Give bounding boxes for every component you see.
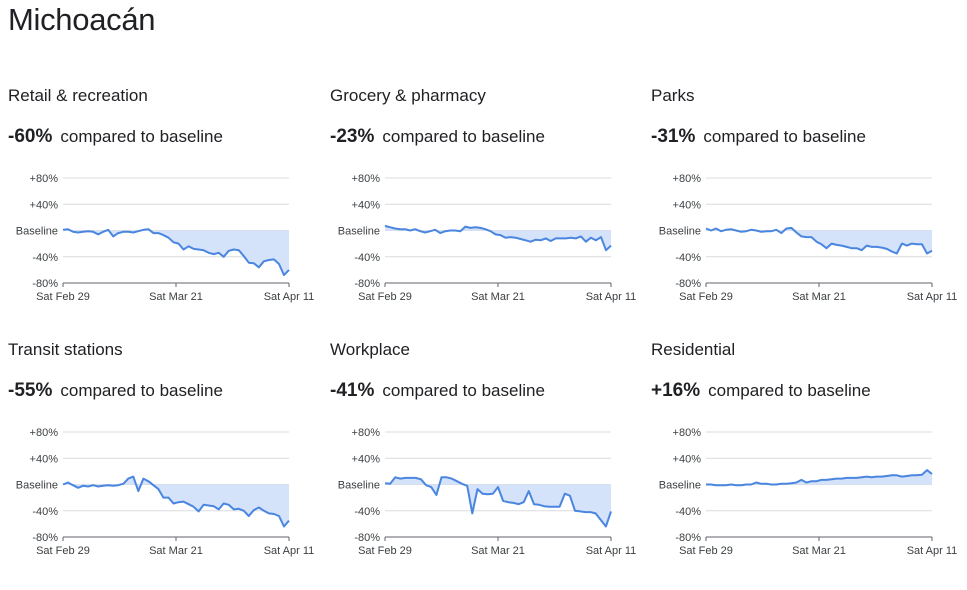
- headline: -60% compared to baseline: [8, 126, 223, 148]
- y-tick-label: -80%: [354, 278, 380, 290]
- percent-change: -31%: [651, 126, 696, 147]
- y-tick-label: +40%: [30, 453, 59, 465]
- y-tick-label: Baseline: [659, 226, 701, 238]
- percent-change: -60%: [8, 126, 53, 147]
- trend-chart: +80% +40% Baseline -40% -80%Sat Feb 29 Sat Ma…: [338, 173, 636, 303]
- percent-change: +16%: [651, 380, 701, 401]
- category-title: Parks: [651, 86, 695, 105]
- compared-label: compared to baseline: [703, 127, 866, 146]
- y-tick-label: -80%: [32, 278, 58, 290]
- category-title: Transit stations: [8, 340, 123, 359]
- y-tick-label: +80%: [673, 427, 702, 439]
- category-title: Grocery & pharmacy: [330, 86, 486, 105]
- y-tick-label: +80%: [30, 427, 59, 439]
- mobility-panel: Parks -31% compared to baseline +80% +40% Bas…: [651, 86, 967, 336]
- y-tick-label: -40%: [32, 506, 58, 518]
- compared-label: compared to baseline: [708, 381, 871, 400]
- y-tick-label: -40%: [32, 252, 58, 264]
- y-tick-label: +40%: [30, 199, 59, 211]
- headline: -23% compared to baseline: [330, 126, 545, 148]
- baseline-area: [63, 229, 289, 276]
- percent-change: -41%: [330, 380, 375, 401]
- y-tick-label: +80%: [30, 173, 59, 185]
- series-line: [62, 228, 290, 277]
- baseline-area: [706, 470, 932, 486]
- x-tick-label: Sat Apr 11: [264, 291, 315, 303]
- series-line: [384, 224, 612, 252]
- x-tick-label: Sat Apr 11: [264, 545, 315, 557]
- x-tick-label: Sat Feb 29: [358, 291, 412, 303]
- headline: -31% compared to baseline: [651, 126, 866, 148]
- category-title: Workplace: [330, 340, 410, 359]
- headline: -55% compared to baseline: [8, 380, 223, 402]
- x-tick-label: Sat Feb 29: [36, 291, 90, 303]
- compared-label: compared to baseline: [382, 381, 545, 400]
- y-tick-label: -40%: [354, 506, 380, 518]
- trend-chart: +80% +40% Baseline -40% -80%Sat Feb 29 Sat Ma…: [16, 427, 314, 557]
- trend-chart: +80% +40% Baseline -40% -80%Sat Feb 29 Sat Ma…: [659, 427, 957, 557]
- baseline-area: [63, 476, 289, 527]
- mobility-panel: Workplace -41% compared to baseline +80% +40…: [330, 340, 650, 590]
- x-tick-label: Sat Mar 21: [471, 545, 525, 557]
- y-tick-label: +80%: [352, 427, 381, 439]
- compared-label: compared to baseline: [382, 127, 545, 146]
- y-tick-label: Baseline: [16, 480, 58, 492]
- y-tick-label: Baseline: [338, 226, 380, 238]
- region-title: Michoacán: [8, 2, 156, 37]
- y-tick-label: +40%: [673, 453, 702, 465]
- x-tick-label: Sat Feb 29: [679, 291, 733, 303]
- series-line: [705, 226, 933, 255]
- y-tick-label: Baseline: [16, 226, 58, 238]
- category-title: Retail & recreation: [8, 86, 148, 105]
- y-tick-label: +40%: [673, 199, 702, 211]
- percent-change: -55%: [8, 380, 53, 401]
- y-tick-label: -80%: [32, 532, 58, 544]
- headline: +16% compared to baseline: [651, 380, 871, 402]
- y-tick-label: -80%: [675, 532, 701, 544]
- x-tick-label: Sat Feb 29: [358, 545, 412, 557]
- y-tick-label: -80%: [354, 532, 380, 544]
- x-tick-label: Sat Mar 21: [471, 291, 525, 303]
- y-tick-label: +80%: [352, 173, 381, 185]
- trend-chart: +80% +40% Baseline -40% -80%Sat Feb 29 Sat Ma…: [659, 173, 957, 303]
- y-tick-label: -40%: [675, 252, 701, 264]
- x-tick-label: Sat Mar 21: [792, 545, 846, 557]
- trend-chart: +80% +40% Baseline -40% -80%Sat Feb 29 Sat Ma…: [16, 173, 314, 303]
- x-tick-label: Sat Mar 21: [792, 291, 846, 303]
- y-tick-label: Baseline: [659, 480, 701, 492]
- x-tick-label: Sat Apr 11: [907, 291, 958, 303]
- x-tick-label: Sat Apr 11: [586, 291, 637, 303]
- compared-label: compared to baseline: [60, 381, 223, 400]
- headline: -41% compared to baseline: [330, 380, 545, 402]
- percent-change: -23%: [330, 126, 375, 147]
- series-line: [706, 469, 933, 487]
- x-tick-label: Sat Mar 21: [149, 545, 203, 557]
- y-tick-label: -40%: [675, 506, 701, 518]
- y-tick-label: +40%: [352, 453, 381, 465]
- y-tick-label: -40%: [354, 252, 380, 264]
- baseline-area: [385, 477, 611, 527]
- x-tick-label: Sat Feb 29: [36, 545, 90, 557]
- compared-label: compared to baseline: [60, 127, 223, 146]
- series-line: [384, 476, 612, 528]
- series-line: [62, 475, 290, 528]
- category-title: Residential: [651, 340, 736, 359]
- mobility-panel: Transit stations -55% compared to baseline…: [8, 340, 328, 590]
- x-tick-label: Sat Apr 11: [586, 545, 637, 557]
- mobility-panel: Grocery & pharmacy -23% compared to baseli…: [330, 86, 650, 336]
- y-tick-label: +40%: [352, 199, 381, 211]
- x-tick-label: Sat Mar 21: [149, 291, 203, 303]
- y-tick-label: +80%: [673, 173, 702, 185]
- trend-chart: +80% +40% Baseline -40% -80%Sat Feb 29 Sat Ma…: [338, 427, 636, 557]
- y-tick-label: -80%: [675, 278, 701, 290]
- x-tick-label: Sat Apr 11: [907, 545, 958, 557]
- mobility-panel: Retail & recreation -60% compared to basel…: [8, 86, 328, 336]
- mobility-panel: Residential +16% compared to baseline +80% +…: [651, 340, 967, 590]
- baseline-area: [706, 227, 932, 254]
- y-tick-label: Baseline: [338, 480, 380, 492]
- x-tick-label: Sat Feb 29: [679, 545, 733, 557]
